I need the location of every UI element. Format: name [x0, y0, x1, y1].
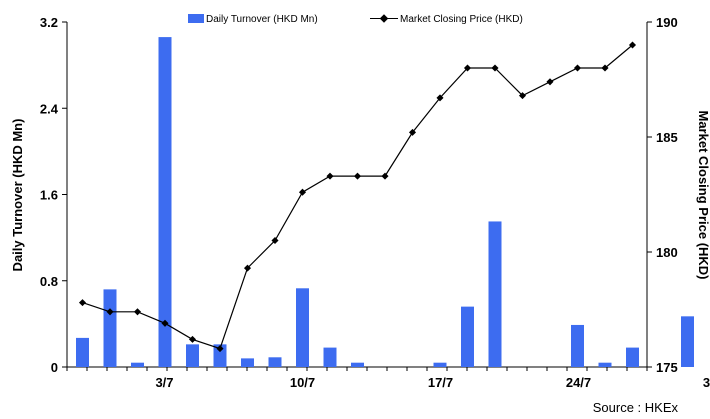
right-tick-label: 190 — [656, 15, 678, 30]
price-point — [271, 236, 279, 245]
left-tick-label: 1.6 — [40, 188, 58, 203]
turnover-bar — [351, 362, 364, 367]
price-point — [188, 335, 197, 343]
price-point — [491, 64, 499, 72]
turnover-bar — [268, 357, 282, 367]
left-axis-title: Daily Turnover (HKD Mn) — [10, 119, 25, 272]
x-tick-label: 31/7 — [703, 375, 710, 390]
turnover-bar — [158, 37, 172, 367]
price-point — [601, 64, 609, 72]
turnover-bar — [76, 337, 89, 367]
price-point — [628, 41, 637, 49]
price-point — [326, 172, 334, 180]
price-point — [408, 128, 417, 136]
turnover-bar — [598, 362, 612, 367]
left-tick-label: 2.4 — [40, 101, 59, 116]
turnover-bar — [131, 362, 144, 367]
turnover-bar — [213, 344, 227, 367]
left-axis-ticks: 0 0.8 1.6 2.4 3.2 — [40, 15, 67, 375]
right-tick-label: 180 — [656, 245, 678, 260]
x-axis-ticks: 3/7 10/7 17/7 24/7 31/7 — [66, 367, 710, 390]
turnover-bar — [433, 362, 447, 367]
legend-label-price: Market Closing Price (HKD) — [400, 14, 523, 25]
turnover-bar — [296, 288, 309, 367]
price-point — [133, 308, 142, 316]
x-tick-label: 24/7 — [566, 375, 591, 390]
price-point — [216, 345, 224, 353]
price-point — [353, 172, 362, 180]
legend-swatch-price-marker — [379, 14, 389, 23]
price-point — [161, 319, 169, 327]
right-tick-label: 175 — [656, 360, 678, 375]
right-axis-ticks: 175 180 185 190 — [647, 15, 678, 375]
price-line-series — [78, 41, 637, 353]
x-tick-label: 3/7 — [155, 375, 173, 390]
x-tick-label: 10/7 — [290, 375, 315, 390]
turnover-bar — [681, 316, 694, 367]
price-point — [106, 308, 114, 316]
turnover-bar — [241, 358, 254, 367]
left-tick-label: 0.8 — [40, 274, 58, 289]
legend: Daily Turnover (HKD Mn) Market Closing P… — [188, 14, 523, 25]
legend-label-turnover: Daily Turnover (HKD Mn) — [206, 14, 318, 25]
turnover-bar — [571, 324, 584, 367]
price-point — [546, 78, 554, 86]
price-point — [573, 64, 582, 72]
price-point — [381, 172, 389, 180]
price-point — [436, 94, 444, 102]
turnover-bars — [76, 37, 694, 367]
turnover-bar — [103, 289, 117, 367]
turnover-bar — [186, 344, 199, 367]
price-point — [78, 299, 87, 307]
source-note: Source : HKEx — [593, 400, 679, 415]
turnover-bar — [323, 347, 337, 367]
left-tick-label: 0 — [51, 360, 58, 375]
price-point — [298, 188, 307, 196]
turnover-bar — [626, 347, 639, 367]
price-point — [518, 92, 527, 100]
x-tick-label: 17/7 — [428, 375, 453, 390]
plot-area: 0 0.8 1.6 2.4 3.2 175 180 185 190 3/7 10/7 17/7 24… — [40, 15, 710, 390]
left-tick-label: 3.2 — [40, 15, 58, 30]
right-tick-label: 185 — [656, 130, 678, 145]
right-axis-title: Market Closing Price (HKD) — [696, 110, 710, 279]
turnover-bar — [461, 306, 474, 367]
legend-swatch-turnover — [188, 14, 204, 23]
price-point — [243, 264, 252, 272]
price-point — [463, 64, 472, 72]
turnover-bar — [488, 221, 502, 367]
